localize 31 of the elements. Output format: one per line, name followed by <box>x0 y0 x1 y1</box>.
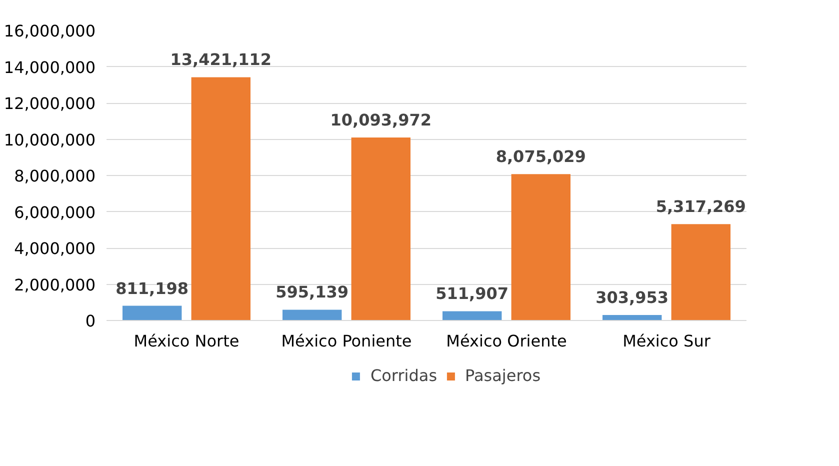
bar <box>602 314 662 320</box>
bar <box>122 306 182 320</box>
bar <box>442 311 502 320</box>
bar <box>671 224 730 320</box>
data-label: 10,093,972 <box>330 110 432 130</box>
x-tick-label: México Norte <box>134 332 240 350</box>
y-tick-label: 16,000,000 <box>4 22 96 40</box>
data-label: 811,198 <box>116 278 189 298</box>
y-tick-label: 8,000,000 <box>14 166 96 186</box>
y-tick-label: 12,000,000 <box>4 94 96 113</box>
bar <box>282 310 342 320</box>
data-label: 595,139 <box>276 282 349 302</box>
data-label: 511,907 <box>436 284 509 304</box>
x-tick-label: México Poniente <box>281 332 412 350</box>
y-tick-label: 6,000,000 <box>14 202 96 222</box>
legend-label: Pasajeros <box>465 366 541 385</box>
y-tick-label: 2,000,000 <box>14 275 96 294</box>
bar <box>191 77 250 320</box>
data-label: 8,075,029 <box>496 147 586 166</box>
bar <box>351 138 410 320</box>
y-tick-label: 0 <box>85 312 96 330</box>
y-tick-label: 4,000,000 <box>14 239 96 258</box>
y-tick-label: 14,000,000 <box>4 58 96 77</box>
data-label: 5,317,269 <box>656 197 746 216</box>
data-label: 303,953 <box>596 288 669 307</box>
bar <box>511 174 570 320</box>
legend-label: Corridas <box>370 366 438 385</box>
data-label: 13,421,112 <box>170 50 272 70</box>
x-tick-label: México Oriente <box>446 332 567 350</box>
x-tick-label: México Sur <box>622 332 711 350</box>
y-tick-label: 10,000,000 <box>4 130 96 150</box>
